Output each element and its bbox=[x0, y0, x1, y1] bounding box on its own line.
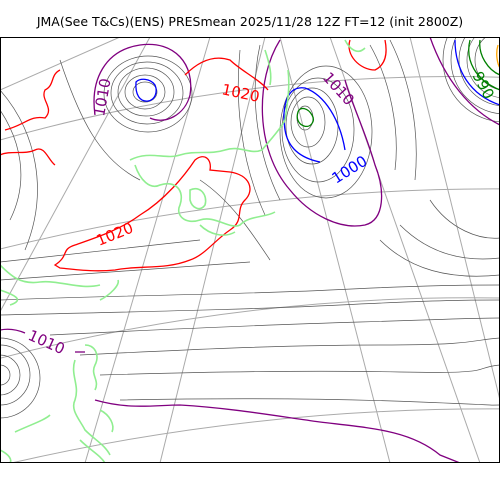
isobar-contour bbox=[103, 55, 193, 133]
isobar-contour bbox=[281, 77, 355, 183]
isobar-1020-line bbox=[0, 148, 56, 166]
isobar-contour bbox=[474, 37, 500, 90]
isobar-contour bbox=[0, 354, 21, 396]
isobar-contour bbox=[290, 96, 326, 148]
contour-label: 1020 bbox=[94, 219, 136, 250]
latitude-line bbox=[0, 188, 500, 250]
isobar-contour bbox=[0, 299, 500, 316]
isobar-contour bbox=[117, 67, 175, 117]
isobar-contour bbox=[0, 109, 22, 221]
isobar-1000 bbox=[135, 39, 500, 163]
isobar-contour bbox=[0, 239, 201, 263]
isobar-contour bbox=[0, 344, 31, 406]
isobar-1000-line bbox=[135, 78, 157, 102]
isobar-contour bbox=[110, 61, 184, 125]
isobar-1010-line bbox=[93, 43, 192, 121]
coastlines bbox=[0, 39, 366, 463]
isobar-990-line bbox=[468, 39, 500, 91]
longitude-line bbox=[0, 37, 121, 91]
coastline bbox=[199, 224, 236, 236]
coastline bbox=[264, 49, 272, 86]
isobar-1020-line bbox=[53, 156, 251, 272]
isobar-contour bbox=[466, 37, 500, 99]
isobar-contour bbox=[59, 59, 141, 181]
coastline bbox=[99, 279, 120, 301]
contour-label: 1010 bbox=[90, 77, 114, 118]
isobar-1010-line bbox=[429, 37, 500, 126]
isobar-1020 bbox=[0, 39, 387, 272]
isobar-contour bbox=[119, 398, 500, 406]
isobar-contour bbox=[389, 39, 417, 181]
latitude-line bbox=[0, 297, 500, 359]
coastline bbox=[79, 439, 106, 463]
isobar-contour bbox=[79, 337, 500, 356]
isobar-contour bbox=[237, 49, 266, 216]
isobar-contour bbox=[379, 239, 500, 277]
isobar-1010-line bbox=[0, 328, 26, 334]
isobar-contour bbox=[279, 65, 373, 199]
coastline bbox=[129, 69, 290, 161]
isobar-contour bbox=[99, 364, 500, 376]
coastline bbox=[189, 187, 207, 210]
isobar-contour bbox=[285, 87, 339, 165]
isobar-contour bbox=[458, 37, 500, 107]
isobar-1020-line bbox=[348, 39, 387, 71]
longitude-line bbox=[159, 37, 266, 463]
isobar-contour bbox=[399, 224, 500, 260]
latitude-line bbox=[9, 408, 500, 463]
isobar-contour bbox=[124, 74, 166, 110]
coastline bbox=[0, 289, 19, 306]
longitude-line bbox=[279, 37, 391, 463]
isobar-contour bbox=[0, 284, 500, 301]
contour-labels: 1010 1020 1010 1000 990 1020 1010 bbox=[25, 68, 497, 358]
longitude-line bbox=[0, 37, 151, 313]
fine-isobars bbox=[0, 37, 500, 419]
coastline bbox=[0, 264, 101, 288]
isobar-contour bbox=[0, 261, 251, 281]
isobar-1000-line bbox=[454, 39, 500, 106]
isobar-990-line bbox=[479, 39, 500, 76]
coastline bbox=[344, 39, 366, 52]
isobar-1010-line bbox=[94, 399, 461, 463]
isobar-contour bbox=[429, 199, 500, 239]
coastline bbox=[0, 449, 12, 463]
isobar-990 bbox=[296, 39, 500, 128]
coastline bbox=[134, 164, 276, 227]
isobar-990-line bbox=[296, 107, 314, 128]
isobar-1020-line bbox=[4, 69, 61, 131]
contour-label: 1000 bbox=[329, 152, 371, 188]
map-title: JMA(See T&Cs)(ENS) PRESmean 2025/11/28 1… bbox=[36, 14, 464, 29]
isobar-contour bbox=[254, 44, 281, 201]
isobar-1020-line bbox=[184, 57, 269, 91]
isobar-1010-line bbox=[261, 39, 383, 227]
contour-label: 990 bbox=[468, 68, 497, 102]
coastline bbox=[14, 414, 51, 433]
coastline bbox=[99, 409, 114, 433]
isobar-contour bbox=[0, 364, 11, 386]
isobar-contour bbox=[450, 37, 500, 115]
isobar-1010 bbox=[0, 37, 500, 463]
coastline bbox=[72, 359, 111, 456]
isobar-contour bbox=[132, 81, 158, 103]
isobar-contour bbox=[369, 44, 397, 171]
isobar-contour bbox=[442, 37, 500, 123]
isobar-contour bbox=[49, 317, 500, 336]
isobar-contour bbox=[0, 89, 38, 251]
coastline bbox=[84, 344, 98, 391]
isobar-contour bbox=[0, 337, 41, 419]
